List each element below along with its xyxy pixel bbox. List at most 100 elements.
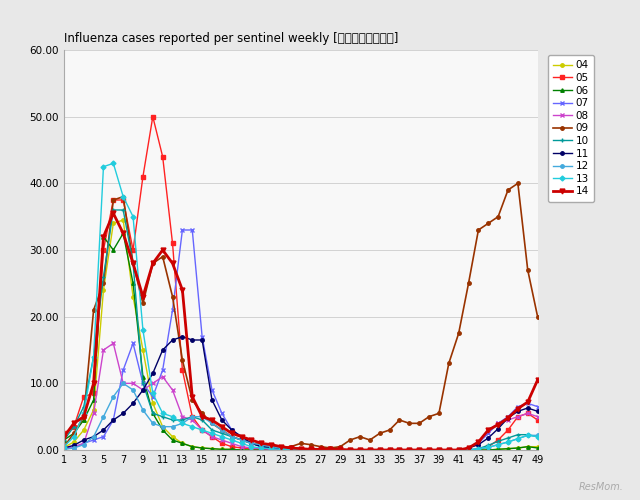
05	[188, 414, 196, 420]
04	[386, 447, 394, 453]
11	[524, 405, 532, 411]
06	[60, 437, 68, 443]
12	[159, 424, 166, 430]
13	[346, 447, 354, 453]
07	[218, 410, 226, 416]
12	[149, 420, 157, 426]
09	[406, 420, 413, 426]
14	[248, 437, 255, 443]
06	[188, 444, 196, 450]
11	[268, 445, 275, 451]
12	[169, 424, 177, 430]
04	[445, 447, 452, 453]
05	[218, 440, 226, 446]
09	[277, 445, 285, 451]
07	[198, 334, 206, 340]
07	[257, 444, 265, 450]
04	[188, 444, 196, 450]
05	[70, 424, 77, 430]
Text: ResMom.: ResMom.	[579, 482, 624, 492]
14	[149, 260, 157, 266]
12	[356, 447, 364, 453]
14	[238, 434, 246, 440]
08	[188, 417, 196, 423]
05	[494, 437, 502, 443]
08	[179, 414, 186, 420]
13	[435, 447, 443, 453]
14	[396, 447, 403, 453]
13	[415, 447, 423, 453]
11	[179, 334, 186, 340]
14	[514, 406, 522, 411]
11	[287, 446, 295, 452]
08	[159, 374, 166, 380]
11	[376, 447, 383, 453]
07	[238, 434, 246, 440]
11	[208, 397, 216, 403]
09	[425, 414, 433, 420]
04	[100, 287, 108, 293]
13	[179, 420, 186, 426]
04	[277, 447, 285, 453]
07	[317, 447, 324, 453]
11	[475, 442, 483, 448]
06	[149, 410, 157, 416]
07	[109, 417, 117, 423]
13	[317, 447, 324, 453]
08	[494, 420, 502, 426]
06	[287, 447, 295, 453]
09	[346, 437, 354, 443]
13	[238, 440, 246, 446]
11	[248, 440, 255, 446]
06	[406, 447, 413, 453]
10	[248, 440, 255, 446]
13	[198, 427, 206, 433]
04	[346, 447, 354, 453]
10	[80, 404, 88, 409]
08	[129, 380, 137, 386]
12	[455, 447, 463, 453]
12	[465, 447, 472, 453]
09	[465, 280, 472, 286]
05	[406, 447, 413, 453]
04	[139, 347, 147, 353]
05	[435, 447, 443, 453]
12	[109, 394, 117, 400]
04	[465, 447, 472, 453]
10	[534, 434, 541, 440]
06	[238, 447, 246, 453]
09	[90, 307, 97, 313]
12	[90, 434, 97, 440]
12	[238, 437, 246, 443]
10	[425, 447, 433, 453]
12	[406, 447, 413, 453]
11	[218, 417, 226, 423]
04	[484, 447, 492, 453]
04	[415, 447, 423, 453]
08	[257, 446, 265, 452]
11	[100, 427, 108, 433]
12	[524, 432, 532, 438]
07	[277, 446, 285, 452]
10	[109, 207, 117, 213]
04	[287, 447, 295, 453]
10	[90, 354, 97, 360]
13	[257, 445, 265, 451]
05	[524, 410, 532, 416]
07	[129, 340, 137, 346]
07	[159, 367, 166, 373]
07	[465, 445, 472, 451]
10	[326, 447, 334, 453]
09	[504, 187, 512, 193]
12	[396, 447, 403, 453]
Legend: 04, 05, 06, 07, 08, 09, 10, 11, 12, 13, 14: 04, 05, 06, 07, 08, 09, 10, 11, 12, 13, …	[548, 55, 594, 202]
12	[80, 442, 88, 448]
Line: 05: 05	[62, 115, 540, 452]
05	[100, 247, 108, 253]
13	[100, 164, 108, 170]
04	[257, 447, 265, 453]
11	[504, 415, 512, 421]
08	[455, 447, 463, 453]
06	[425, 447, 433, 453]
14	[346, 447, 354, 453]
